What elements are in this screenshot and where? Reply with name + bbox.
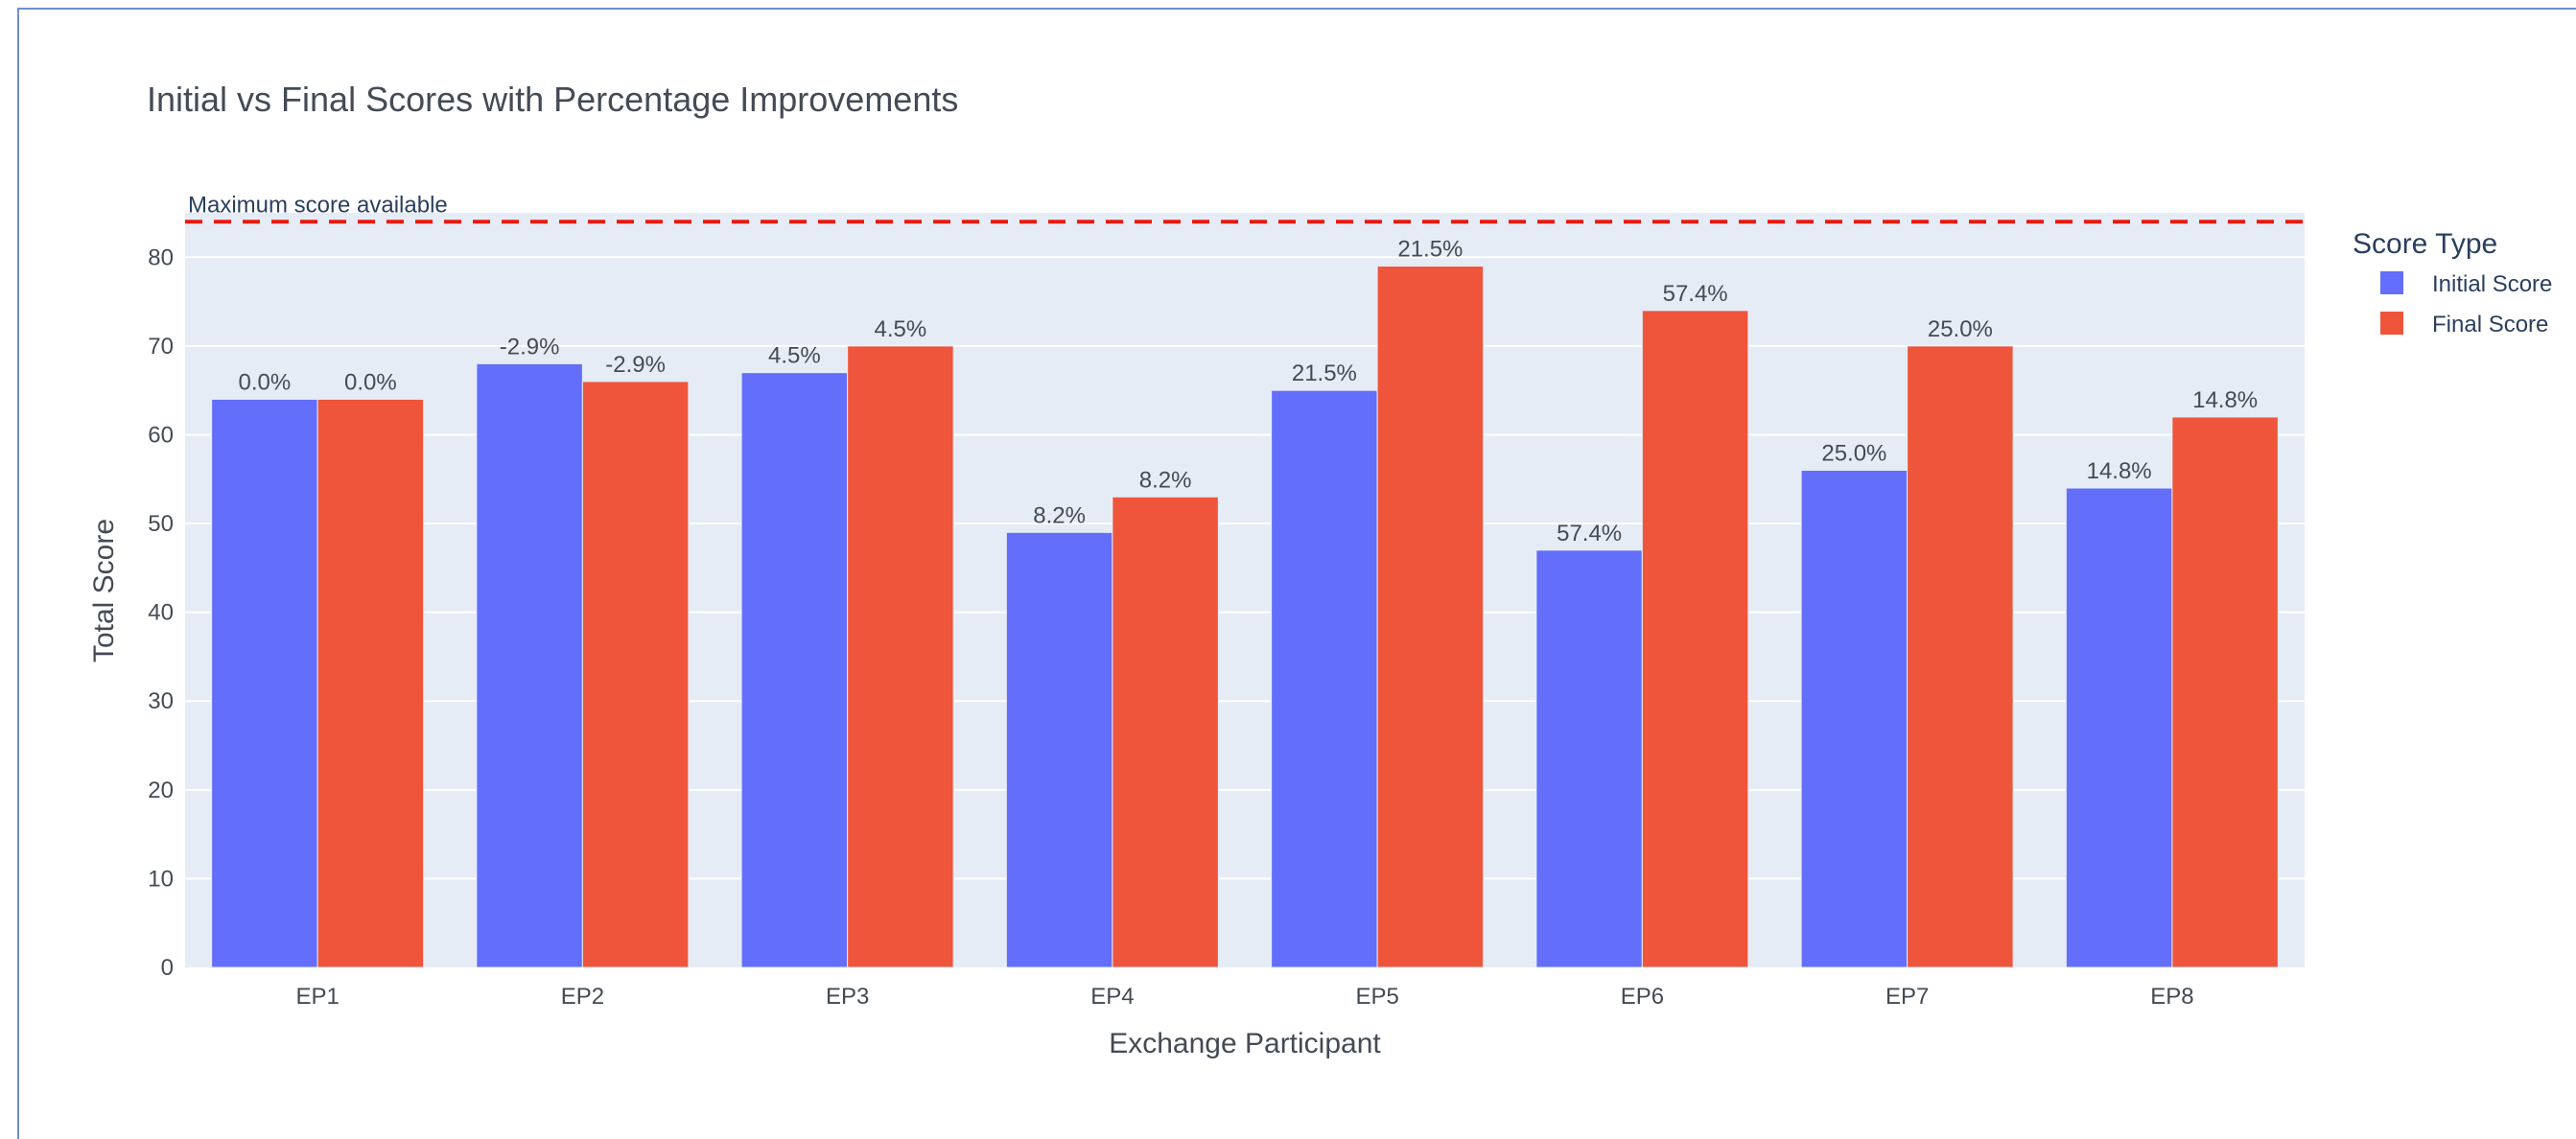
bar-data-label: 4.5% xyxy=(875,316,927,342)
bars xyxy=(211,266,2279,968)
bar xyxy=(740,372,849,968)
x-axis-title: Exchange Participant xyxy=(1109,1028,1381,1059)
x-tick-label: EP3 xyxy=(826,984,869,1010)
bar xyxy=(581,381,690,968)
bar xyxy=(2171,416,2279,968)
bar xyxy=(2065,487,2173,968)
x-tick-label: EP7 xyxy=(1885,984,1929,1010)
bar-data-label: -2.9% xyxy=(500,334,560,360)
y-tick-label: 40 xyxy=(148,600,174,626)
y-tick-label: 20 xyxy=(148,778,174,803)
y-tick-label: 70 xyxy=(148,334,174,360)
bar xyxy=(211,398,318,968)
bar-data-label: -2.9% xyxy=(605,352,666,378)
bar xyxy=(1005,531,1113,968)
reference-line-group: Maximum score available xyxy=(185,192,2305,224)
y-tick-label: 30 xyxy=(148,688,174,714)
x-axis-ticks: EP1 EP2 EP3 EP4 EP5 EP6 EP7 EP8 xyxy=(295,984,2193,1010)
legend-entry-label: Final Score xyxy=(2432,312,2548,337)
bar xyxy=(847,345,954,968)
bar-data-label: 0.0% xyxy=(239,369,292,395)
bar xyxy=(476,362,583,968)
x-tick-label: EP4 xyxy=(1090,984,1134,1010)
bar xyxy=(1535,549,1643,968)
max-score-label: Maximum score available xyxy=(188,192,448,218)
x-tick-label: EP1 xyxy=(295,984,339,1010)
bar-data-label: 8.2% xyxy=(1139,467,1192,493)
bar-data-label: 21.5% xyxy=(1292,360,1357,386)
bar-data-label: 14.8% xyxy=(2192,387,2258,413)
bar-data-label: 0.0% xyxy=(344,369,397,395)
chart-frame xyxy=(17,8,2576,1139)
chart-title: Initial vs Final Scores with Percentage … xyxy=(147,80,958,119)
legend-title: Score Type xyxy=(2353,228,2497,260)
y-tick-label: 50 xyxy=(148,511,174,537)
bar xyxy=(1641,310,1749,968)
bar xyxy=(1376,266,1485,968)
bar-data-label: 21.5% xyxy=(1397,237,1463,263)
y-tick-label: 60 xyxy=(148,422,174,448)
bar-data-label: 25.0% xyxy=(1928,316,1993,342)
bar-data-label: 8.2% xyxy=(1033,502,1086,528)
y-axis-ticks: 0 10 20 30 40 50 60 70 80 xyxy=(148,244,174,981)
bar xyxy=(316,398,425,968)
bar-data-label: 4.5% xyxy=(768,343,821,369)
bar-data-label: 14.8% xyxy=(2087,458,2152,484)
y-tick-label: 0 xyxy=(161,955,174,981)
bar-data-label: 57.4% xyxy=(1557,521,1622,546)
bar-data-label: 25.0% xyxy=(1821,441,1886,467)
y-tick-label: 10 xyxy=(148,866,174,892)
bar xyxy=(1907,345,2014,968)
legend[interactable]: Score Type Initial Score Final Score xyxy=(2353,228,2552,337)
bar xyxy=(1800,470,1909,968)
legend-swatch xyxy=(2380,312,2403,335)
x-tick-label: EP6 xyxy=(1621,984,1664,1010)
bar xyxy=(1112,496,1219,968)
bar-labels: 0.0% 0.0% -2.9% -2.9% 4.5% 4.5% 8.2% 8.2% 21.5% 2… xyxy=(239,237,2259,546)
bar-data-label: 57.4% xyxy=(1663,281,1728,307)
bar xyxy=(1271,389,1378,968)
legend-swatch xyxy=(2380,271,2403,294)
legend-entry-label: Initial Score xyxy=(2432,271,2552,297)
y-tick-label: 80 xyxy=(148,244,174,270)
x-tick-label: EP5 xyxy=(1355,984,1398,1010)
x-tick-label: EP2 xyxy=(561,984,604,1010)
y-axis-title: Total Score xyxy=(88,519,120,662)
x-tick-label: EP8 xyxy=(2150,984,2193,1010)
